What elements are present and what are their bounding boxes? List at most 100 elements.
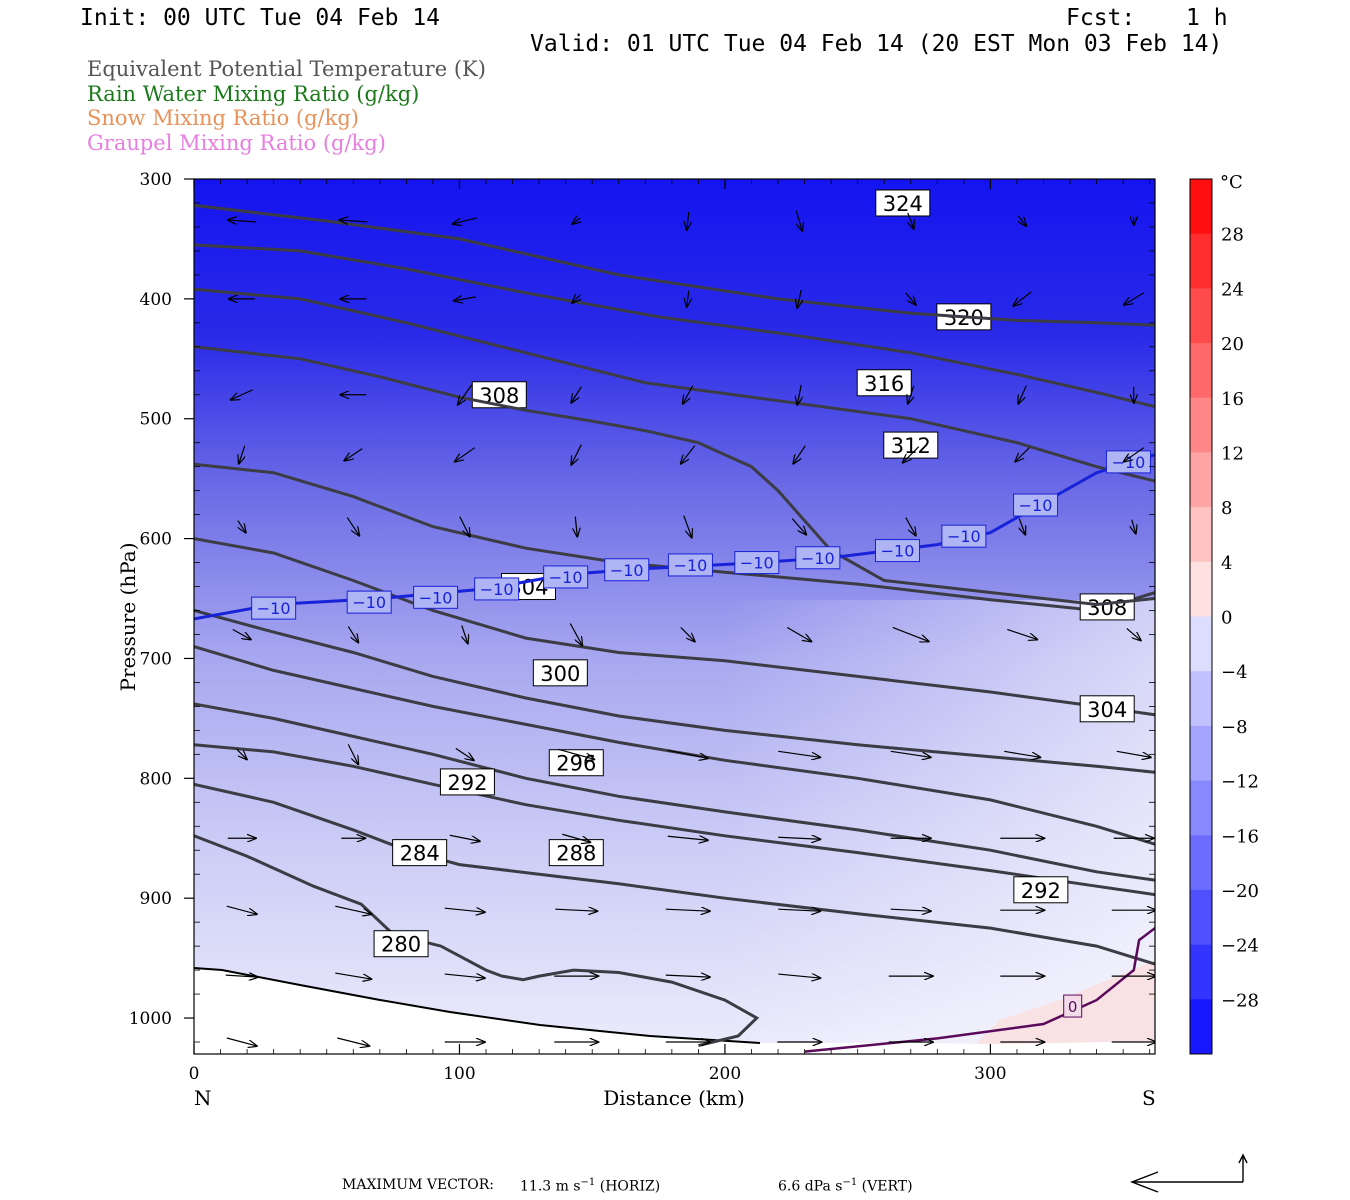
x-tick-label: 0 — [189, 1064, 200, 1084]
max-vector-label: MAXIMUM VECTOR: — [342, 1177, 494, 1193]
isotherm-label: −10 — [674, 556, 708, 575]
wind-vector — [449, 834, 480, 841]
wind-vector — [232, 628, 251, 639]
wind-vector — [793, 445, 806, 464]
colorbar-unit: °C — [1220, 172, 1243, 193]
wind-vector — [555, 909, 597, 911]
y-tick-label: 500 — [140, 410, 172, 430]
isotherm-label: −10 — [947, 527, 981, 546]
wind-vector — [1018, 385, 1027, 404]
isotherm-zero-label: 0 — [1068, 998, 1078, 1016]
colorbar-bin — [1190, 561, 1212, 617]
y-tick-label: 700 — [140, 649, 172, 669]
x-tick-label: 200 — [709, 1064, 741, 1084]
colorbar-bin — [1190, 179, 1212, 235]
wind-vector — [665, 909, 710, 911]
isotherm-label-box — [474, 577, 520, 601]
wind-vector — [778, 750, 820, 757]
wind-vector — [458, 384, 473, 405]
wind-vector — [1018, 215, 1026, 226]
wind-vector — [681, 445, 696, 464]
colorbar-bin — [1190, 452, 1212, 508]
wind-vector — [778, 974, 820, 978]
colorbar: 28 24 20 16 12 8 4 0 −4 −8 −12 −16 −20 −24 −28 — [1189, 178, 1259, 1055]
max-vert-value: 6.6 dPa s−1 (VERT) — [778, 1177, 913, 1195]
max-horiz-exp: −1 — [580, 1177, 596, 1188]
wind-vector — [228, 220, 256, 222]
colorbar-tick-label: −24 — [1221, 936, 1259, 957]
wind-vector — [459, 516, 470, 537]
wind-vector — [786, 626, 811, 641]
isotherm-label-box — [795, 546, 841, 570]
colorbar-bin — [1190, 288, 1212, 344]
max-vert-number: 6.6 dPa s — [778, 1178, 843, 1195]
theta-e-label-box — [856, 369, 912, 397]
wind-vector — [462, 625, 468, 643]
colorbar-tick-label: −20 — [1221, 881, 1259, 902]
isotherm-label: −10 — [257, 599, 291, 618]
wind-vector — [454, 297, 476, 301]
north-label: N — [194, 1086, 212, 1110]
theta-e-label-box — [439, 768, 495, 796]
colorbar-tick-label: −28 — [1221, 990, 1259, 1011]
wind-vector — [339, 220, 368, 222]
theta-e-label: 280 — [381, 933, 421, 957]
wind-vector — [1019, 518, 1025, 535]
wind-vector — [687, 290, 689, 307]
isotherm-label: −10 — [801, 549, 835, 568]
colorbar-bin — [1190, 397, 1212, 453]
wind-vector — [905, 517, 916, 536]
theta-e-300-line — [194, 609, 1155, 774]
wind-vector — [226, 1037, 257, 1046]
colorbar-tick-label: 4 — [1221, 553, 1232, 574]
axes: 300 400 500 600 700 800 900 1000 0 100 200 300 — [129, 170, 1156, 1084]
wind-vector — [892, 626, 929, 641]
theta-e-label: 288 — [556, 842, 596, 866]
wind-vector — [890, 750, 931, 757]
reference-vector-vert — [1238, 1153, 1248, 1182]
theta-e-284-line — [194, 782, 1155, 966]
colorbar-tick-label: 8 — [1221, 498, 1232, 519]
wind-vector — [797, 289, 801, 308]
theta-e-label-box — [1013, 876, 1069, 904]
colorbar-bin — [1190, 999, 1212, 1055]
colorbar-bin — [1190, 616, 1212, 672]
wind-vector — [444, 908, 485, 912]
wind-vector — [778, 909, 820, 911]
y-axis: 300 400 500 600 700 800 900 1000 — [129, 170, 1155, 1043]
colorbar-tick-label: 12 — [1221, 443, 1244, 464]
theta-e-316-line — [194, 287, 1155, 483]
wind-vector — [226, 905, 257, 914]
wind-vector — [1007, 628, 1037, 639]
wind-vector — [562, 833, 590, 842]
wind-vector — [455, 447, 476, 462]
wind-vector — [335, 905, 371, 914]
theta-e-label-box — [532, 659, 588, 687]
wind-vector — [903, 446, 920, 463]
wind-vector — [347, 626, 358, 642]
wind-vector — [225, 975, 258, 977]
colorbar-bin — [1190, 343, 1212, 399]
isotherm-label-box — [346, 590, 392, 614]
isotherm-label: −10 — [549, 568, 583, 587]
legend-snow: Snow Mixing Ratio (g/kg) — [87, 106, 359, 130]
wind-vector — [1004, 750, 1040, 757]
isotherm-label-box — [251, 596, 297, 620]
colorbar-tick-label: 20 — [1221, 334, 1244, 355]
terrain — [194, 968, 1155, 1054]
plot-frame — [193, 178, 1156, 1055]
theta-e-label-box — [471, 381, 527, 409]
colorbar-bin — [1190, 725, 1212, 782]
colorbar-bin — [1190, 671, 1212, 727]
reference-vector — [1130, 1153, 1248, 1193]
x-axis-label: Distance (km) — [603, 1086, 745, 1110]
colorbar-tick-label: 24 — [1221, 279, 1244, 300]
colorbar-bin — [1190, 835, 1212, 891]
colorbar-bin — [1190, 233, 1212, 289]
wind-vector — [791, 518, 806, 535]
wind-vector — [569, 623, 582, 645]
isotherm-label-box — [1013, 493, 1059, 517]
isotherm-label: −10 — [419, 588, 453, 607]
